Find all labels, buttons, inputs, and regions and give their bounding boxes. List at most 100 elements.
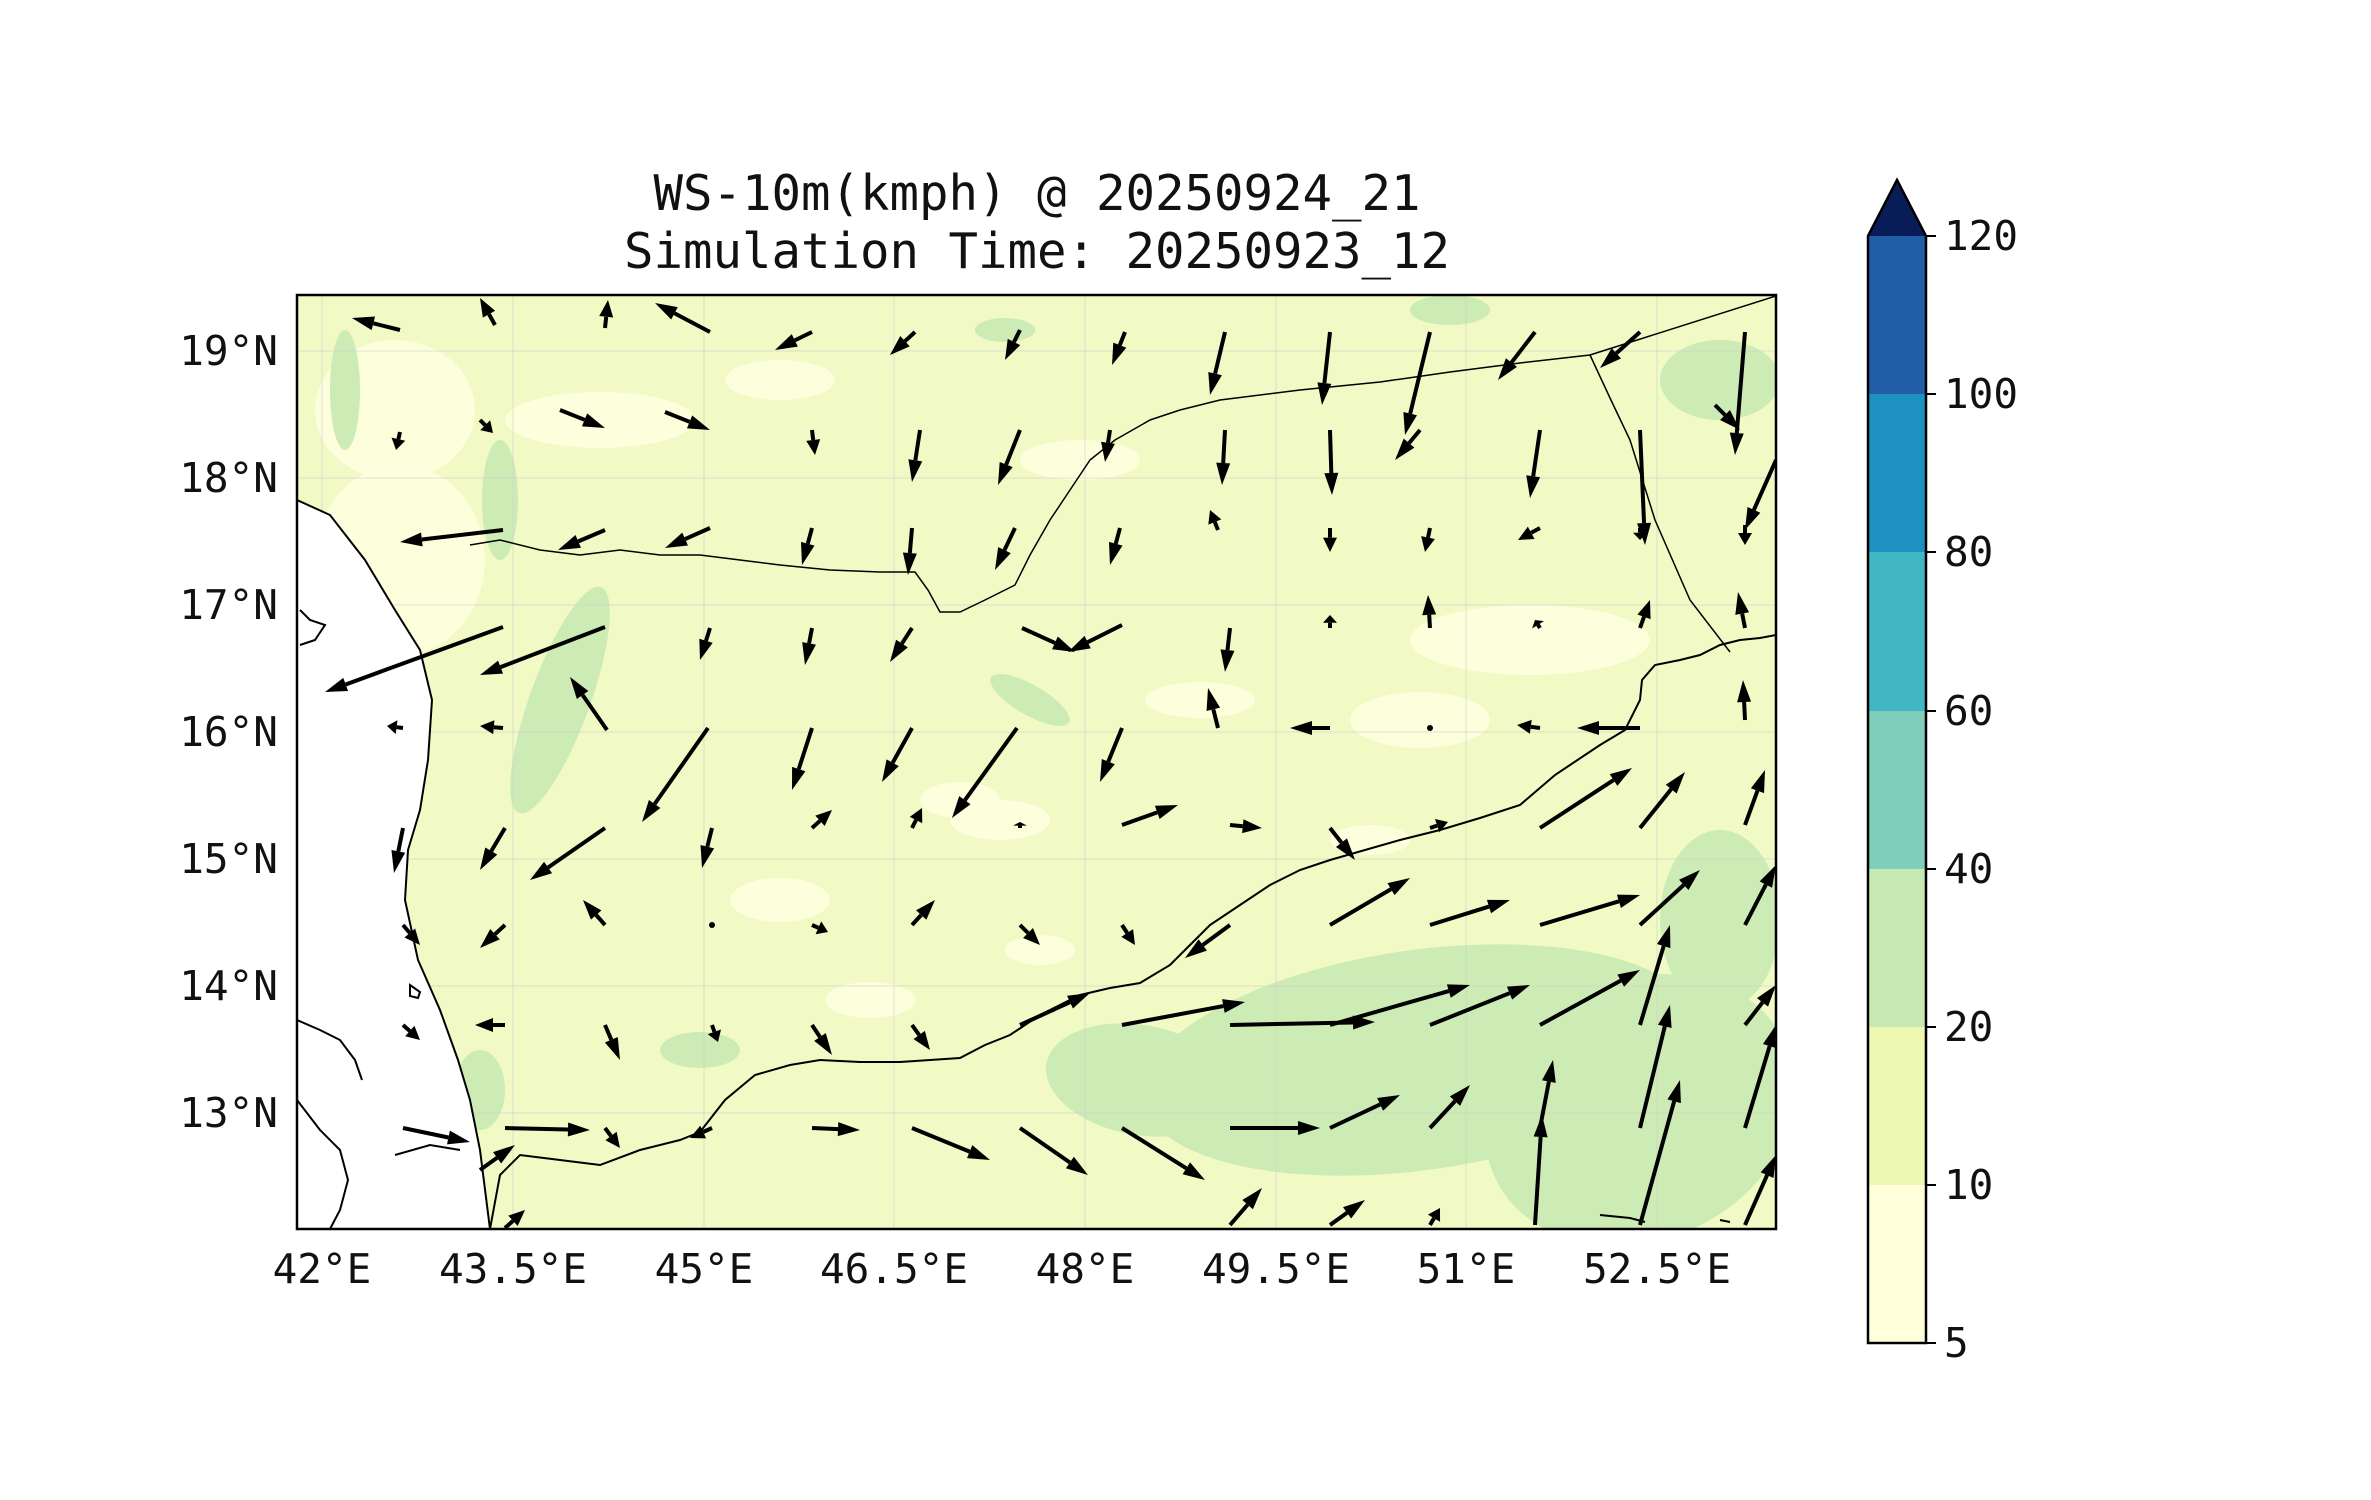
wind-arrow — [998, 429, 1022, 485]
wind-arrow — [775, 330, 813, 350]
wind-arrow — [480, 923, 507, 948]
wind-arrow — [1323, 528, 1337, 552]
wind-arrow — [1328, 1200, 1365, 1227]
wind-arrow — [910, 900, 935, 927]
wind-arrow — [1018, 923, 1040, 945]
wind-arrow — [1018, 1126, 1088, 1175]
wind-arrow — [664, 410, 710, 430]
wind-arrow — [1329, 984, 1470, 1027]
colorbar-ticks — [1926, 235, 1936, 1344]
wind-arrow — [1538, 768, 1632, 830]
wind-arrow — [1518, 526, 1541, 540]
wind-arrow — [810, 1023, 832, 1055]
y-tick-label: 16°N — [179, 708, 278, 756]
y-tick-label: 15°N — [179, 835, 278, 883]
wind-arrow — [700, 827, 715, 868]
wind-arrow — [503, 1210, 525, 1229]
wind-arrow — [1019, 993, 1090, 1027]
colorbar-band — [1868, 236, 1926, 394]
wind-arrow — [1738, 525, 1752, 545]
colorbar-label: 120 — [1944, 212, 2018, 260]
wind-arrow — [1100, 727, 1124, 782]
wind-arrow — [811, 1122, 860, 1137]
wind-arrow — [1713, 403, 1740, 430]
wind-arrow — [1421, 527, 1435, 552]
x-tick-label: 49.5°E — [1202, 1245, 1350, 1293]
wind-arrow — [1735, 592, 1750, 629]
x-tick-label: 45°E — [655, 1245, 754, 1293]
wind-arrow — [480, 720, 504, 735]
wind-arrow — [504, 1122, 590, 1137]
wind-arrow — [902, 527, 917, 575]
wind-arrow — [642, 726, 710, 822]
wind-arrow — [1638, 870, 1700, 927]
wind-arrow — [806, 429, 821, 455]
wind-arrow — [402, 1126, 470, 1145]
wind-arrow — [665, 526, 711, 548]
wind-arrow — [1532, 620, 1544, 630]
wind-arrow — [995, 527, 1017, 570]
wind-arrow — [1743, 865, 1776, 926]
wind-arrow — [1108, 527, 1123, 565]
wind-arrow — [1013, 822, 1027, 828]
wind-arrow — [1526, 429, 1542, 498]
wind-arrow — [1216, 429, 1231, 485]
wind-arrow — [400, 528, 504, 547]
wind-arrow — [1428, 1085, 1470, 1130]
wind-arrow — [1185, 923, 1232, 958]
wind-arrow — [1637, 600, 1651, 629]
wind-arrow — [583, 900, 607, 927]
wind-arrow — [570, 677, 609, 732]
wind-arrow — [1498, 330, 1537, 380]
x-axis-labels: 42°E 43.5°E 45°E 46.5°E 48°E 49.5°E 51°E… — [273, 1245, 1731, 1293]
wind-arrow — [800, 527, 815, 565]
wind-arrow — [1600, 330, 1642, 368]
colorbar-band — [1868, 1027, 1926, 1185]
wind-arrow — [603, 1126, 620, 1148]
wind-arrow — [478, 1145, 515, 1172]
gridlines — [297, 295, 1776, 1229]
y-tick-label: 17°N — [179, 581, 278, 629]
colorbar-band — [1868, 394, 1926, 552]
colorbar-label: 40 — [1944, 845, 1993, 893]
wind-arrow — [1220, 627, 1235, 672]
wind-arrow — [352, 316, 401, 332]
wind-arrow — [1328, 826, 1355, 860]
wind-arrow — [1120, 923, 1135, 945]
wind-arrow — [1743, 985, 1776, 1027]
wind-arrow — [475, 1018, 505, 1032]
wind-arrow — [811, 921, 828, 935]
colorbar-band — [1868, 1185, 1926, 1343]
map-panel — [297, 295, 1776, 1229]
wind-arrow — [478, 418, 493, 433]
wind-arrow — [1638, 1005, 1672, 1129]
wind-arrow — [699, 627, 713, 660]
wind-arrow — [1395, 428, 1422, 460]
wind-arrow — [387, 720, 404, 735]
wind-arrow — [910, 1023, 930, 1050]
x-tick-label: 42°E — [273, 1245, 372, 1293]
wind-arrow — [1328, 878, 1410, 927]
y-tick-label: 13°N — [179, 1089, 278, 1137]
wind-arrow — [792, 727, 814, 790]
wind-arrow — [1121, 805, 1178, 827]
wind-arrow — [908, 429, 923, 482]
wind-arrow — [890, 330, 917, 355]
wind-arrow — [810, 810, 832, 830]
wind-arrow — [1633, 528, 1647, 540]
wind-arrow — [1429, 899, 1510, 927]
x-tick-label: 48°E — [1036, 1245, 1135, 1293]
wind-arrow — [1743, 1155, 1776, 1226]
colorbar-band — [1868, 711, 1926, 869]
wind-arrow — [1517, 719, 1541, 734]
wind-arrow — [1745, 459, 1776, 530]
colorbar-label: 60 — [1944, 687, 1993, 735]
x-tick-label: 52.5°E — [1583, 1245, 1731, 1293]
colorbar-frame — [1866, 177, 1928, 1345]
wind-arrow — [1539, 970, 1640, 1027]
wind-arrow — [1533, 1115, 1548, 1226]
wind-arrow — [882, 727, 914, 782]
y-tick-label: 18°N — [179, 454, 278, 502]
wind-arrow — [530, 826, 607, 880]
